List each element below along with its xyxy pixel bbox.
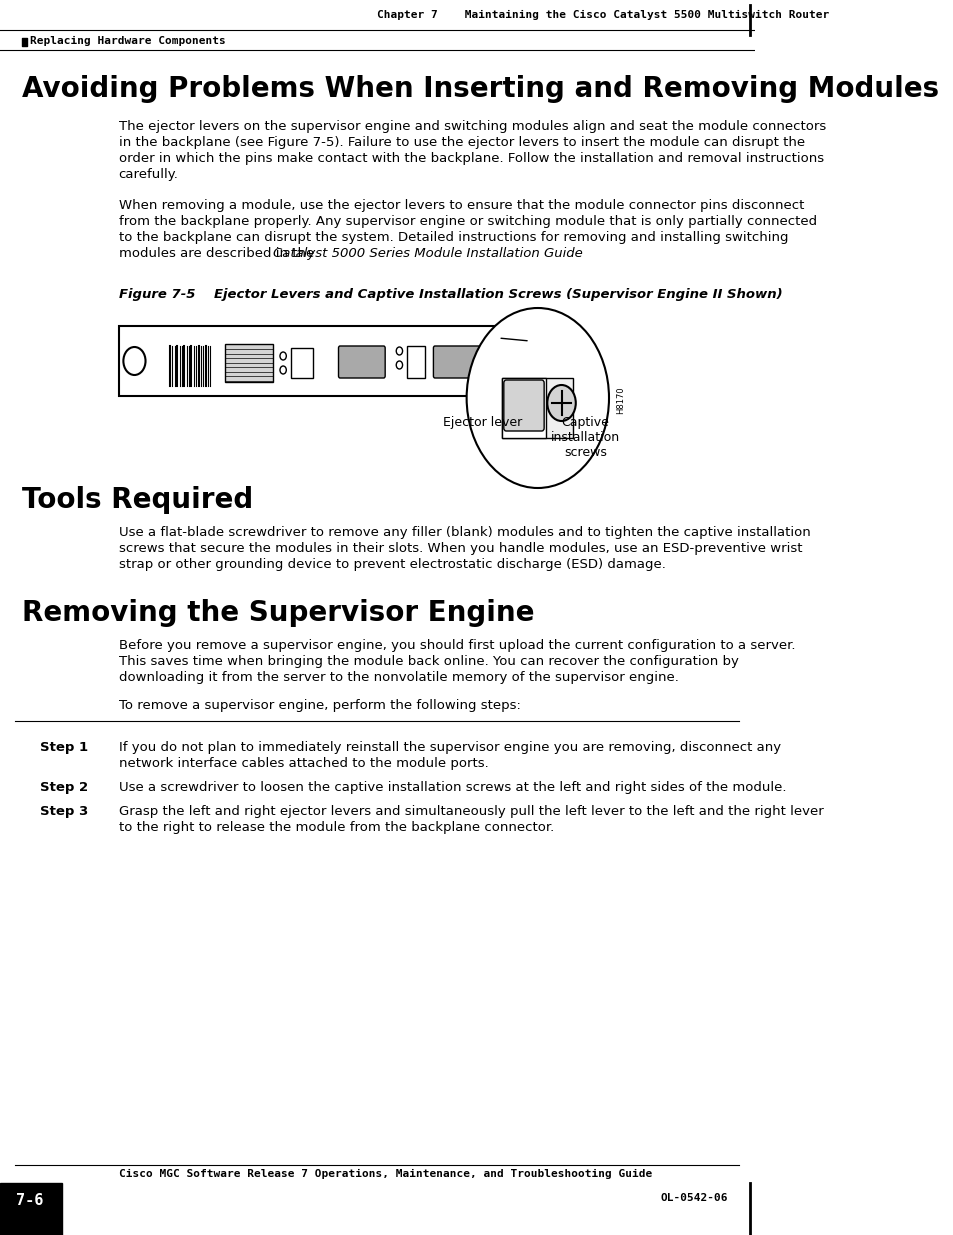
FancyBboxPatch shape — [433, 346, 479, 378]
Text: H8170: H8170 — [616, 387, 625, 414]
Text: Step 1: Step 1 — [39, 741, 88, 755]
Bar — [0, 1183, 62, 1235]
Text: Captive
installation
screws: Captive installation screws — [550, 416, 619, 459]
Text: Use a screwdriver to loosen the captive installation screws at the left and righ: Use a screwdriver to loosen the captive … — [118, 781, 785, 794]
Text: network interface cables attached to the module ports.: network interface cables attached to the… — [118, 757, 488, 769]
Text: in the backplane (see Figure 7-5). Failure to use the ejector levers to insert t: in the backplane (see Figure 7-5). Failu… — [118, 136, 804, 149]
Text: Ejector lever: Ejector lever — [442, 416, 521, 429]
Text: downloading it from the server to the nonvolatile memory of the supervisor engin: downloading it from the server to the no… — [118, 671, 678, 684]
Text: order in which the pins make contact with the backplane. Follow the installation: order in which the pins make contact wit… — [118, 152, 822, 165]
Bar — [225, 345, 273, 382]
Text: Step 2: Step 2 — [39, 781, 88, 794]
Text: Replacing Hardware Components: Replacing Hardware Components — [30, 36, 226, 46]
Text: Avoiding Problems When Inserting and Removing Modules: Avoiding Problems When Inserting and Rem… — [22, 75, 939, 103]
Text: to the right to release the module from the backplane connector.: to the right to release the module from … — [118, 821, 554, 834]
Bar — [291, 348, 313, 378]
Text: To remove a supervisor engine, perform the following steps:: To remove a supervisor engine, perform t… — [118, 699, 520, 713]
Text: This saves time when bringing the module back online. You can recover the config: This saves time when bringing the module… — [118, 655, 738, 668]
Text: modules are described in the: modules are described in the — [118, 247, 317, 261]
FancyBboxPatch shape — [503, 380, 543, 431]
Text: strap or other grounding device to prevent electrostatic discharge (ESD) damage.: strap or other grounding device to preve… — [118, 558, 665, 571]
Text: Catalyst 5000 Series Module Installation Guide: Catalyst 5000 Series Module Installation… — [273, 247, 582, 261]
Text: 7-6: 7-6 — [16, 1193, 44, 1208]
Text: Grasp the left and right ejector levers and simultaneously pull the left lever t: Grasp the left and right ejector levers … — [118, 805, 822, 818]
Text: Use a flat-blade screwdriver to remove any filler (blank) modules and to tighten: Use a flat-blade screwdriver to remove a… — [118, 526, 809, 538]
FancyBboxPatch shape — [338, 346, 385, 378]
Text: Figure 7-5    Ejector Levers and Captive Installation Screws (Supervisor Engine : Figure 7-5 Ejector Levers and Captive In… — [118, 288, 781, 301]
Text: .: . — [501, 247, 506, 261]
Text: Removing the Supervisor Engine: Removing the Supervisor Engine — [22, 599, 534, 627]
Bar — [501, 378, 545, 438]
Text: Step 3: Step 3 — [39, 805, 88, 818]
Text: When removing a module, use the ejector levers to ensure that the module connect: When removing a module, use the ejector … — [118, 199, 803, 212]
Text: to the backplane can disrupt the system. Detailed instructions for removing and : to the backplane can disrupt the system.… — [118, 231, 787, 245]
Bar — [407, 346, 424, 378]
Bar — [501, 378, 573, 438]
FancyBboxPatch shape — [118, 326, 545, 396]
Text: The ejector levers on the supervisor engine and switching modules align and seat: The ejector levers on the supervisor eng… — [118, 120, 825, 133]
Text: carefully.: carefully. — [118, 168, 178, 182]
Text: OL-0542-06: OL-0542-06 — [659, 1193, 727, 1203]
Circle shape — [466, 308, 608, 488]
Text: Cisco MGC Software Release 7 Operations, Maintenance, and Troubleshooting Guide: Cisco MGC Software Release 7 Operations,… — [118, 1170, 651, 1179]
Text: Chapter 7    Maintaining the Cisco Catalyst 5500 Multiswitch Router: Chapter 7 Maintaining the Cisco Catalyst… — [376, 10, 829, 20]
Text: screws that secure the modules in their slots. When you handle modules, use an E: screws that secure the modules in their … — [118, 542, 801, 555]
Text: Before you remove a supervisor engine, you should first upload the current confi: Before you remove a supervisor engine, y… — [118, 638, 794, 652]
Text: from the backplane properly. Any supervisor engine or switching module that is o: from the backplane properly. Any supervi… — [118, 215, 816, 228]
Circle shape — [547, 385, 576, 421]
Text: If you do not plan to immediately reinstall the supervisor engine you are removi: If you do not plan to immediately reinst… — [118, 741, 780, 755]
Text: Tools Required: Tools Required — [22, 487, 253, 514]
